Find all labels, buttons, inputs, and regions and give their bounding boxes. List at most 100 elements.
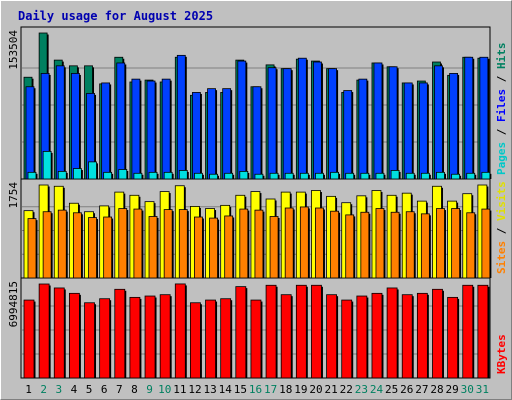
kbytes-bar — [341, 299, 353, 379]
day-label: 27 — [415, 383, 428, 396]
kbytes-bar — [159, 294, 171, 379]
pages-bar — [405, 172, 415, 180]
pages-bar — [133, 172, 143, 180]
files-bar — [418, 82, 428, 180]
legend-entry: / — [495, 69, 508, 89]
sites-bar — [224, 215, 234, 279]
files-bar — [70, 73, 80, 180]
files-bar — [161, 78, 171, 180]
files-bar — [146, 80, 156, 180]
sites-bar — [42, 211, 52, 279]
day-label: 9 — [146, 383, 153, 396]
day-label: 15 — [234, 383, 247, 396]
files-bar — [267, 67, 277, 180]
kbytes-bar — [174, 283, 186, 379]
day-label: 7 — [116, 383, 123, 396]
kbytes-bar — [447, 296, 459, 379]
files-bar — [222, 88, 232, 180]
pages-bar — [375, 172, 385, 180]
day-label: 20 — [309, 383, 322, 396]
kbytes-bar — [38, 283, 50, 379]
files-bar — [358, 78, 368, 180]
sites-bar — [315, 207, 324, 279]
pages-bar — [57, 170, 67, 180]
files-bar — [282, 68, 292, 180]
sites-bar — [57, 209, 67, 279]
day-label: 8 — [131, 383, 138, 396]
pages-bar — [72, 168, 82, 180]
files-bar — [297, 57, 307, 180]
kbytes-bar — [84, 302, 95, 379]
sites-bar — [118, 208, 128, 279]
sites-bar — [330, 210, 339, 279]
day-label: 1 — [25, 383, 32, 396]
pages-bar — [224, 172, 234, 180]
legend-kbytes: KBytes — [495, 334, 508, 374]
pages-bar — [194, 172, 203, 180]
pages-bar — [27, 171, 37, 180]
legend-entry: Pages — [495, 142, 508, 175]
pages-bar — [315, 172, 324, 180]
day-label: 18 — [279, 383, 292, 396]
kbytes-bar — [190, 302, 201, 379]
sites-bar — [88, 217, 97, 279]
sites-bar — [405, 211, 415, 279]
legend-entry: Hits — [495, 43, 508, 70]
pages-bar — [163, 171, 173, 180]
pages-bar — [284, 172, 294, 180]
files-bar — [434, 65, 443, 180]
pages-bar — [330, 171, 339, 180]
day-label: 6 — [101, 383, 108, 396]
kbytes-bar — [114, 288, 126, 379]
kbytes-bar — [99, 298, 111, 379]
pages-bar — [299, 172, 309, 180]
sites-bar — [420, 213, 430, 279]
max-label-kbytes: 6994815 — [7, 281, 20, 327]
legend-entry: Sites — [495, 241, 508, 274]
legend-entry: KBytes — [495, 334, 508, 374]
legend-entry: / — [495, 122, 508, 142]
sites-bar — [163, 209, 173, 279]
kbytes-bar — [371, 292, 383, 379]
sites-bar — [481, 208, 491, 279]
kbytes-bar — [220, 298, 232, 379]
pages-bar — [345, 172, 355, 180]
files-bar — [55, 65, 65, 180]
files-bar — [313, 61, 322, 180]
day-label: 10 — [158, 383, 171, 396]
pages-bar — [481, 171, 491, 180]
sites-bar — [103, 216, 113, 279]
files-bar — [252, 86, 262, 180]
day-label: 24 — [370, 383, 384, 396]
day-label: 19 — [294, 383, 307, 396]
pages-bar — [118, 169, 128, 180]
pages-bar — [148, 171, 158, 180]
day-label: 12 — [188, 383, 201, 396]
files-bar — [207, 88, 216, 180]
sites-bar — [299, 206, 309, 279]
pages-bar — [209, 173, 218, 180]
files-bar — [131, 78, 141, 180]
kbytes-bar — [311, 284, 322, 379]
sites-bar — [254, 209, 264, 279]
kbytes-bar — [462, 284, 474, 379]
sites-bar — [27, 218, 37, 279]
sites-bar — [178, 209, 188, 279]
kbytes-bar — [356, 295, 368, 379]
day-label: 22 — [340, 383, 353, 396]
day-label: 29 — [446, 383, 459, 396]
files-bar — [25, 86, 35, 180]
files-bar — [403, 82, 413, 180]
legend-entry: Visits — [495, 181, 508, 221]
kbytes-bar — [144, 295, 156, 379]
pages-bar — [420, 172, 430, 180]
pages-bar — [466, 172, 476, 180]
day-label: 14 — [219, 383, 233, 396]
files-bar — [328, 68, 337, 180]
sites-bar — [451, 208, 461, 279]
files-bar — [237, 60, 247, 180]
legend-hits: Pages / Files / Hits — [495, 43, 508, 176]
pages-bar — [451, 173, 461, 180]
files-bar — [343, 90, 353, 180]
